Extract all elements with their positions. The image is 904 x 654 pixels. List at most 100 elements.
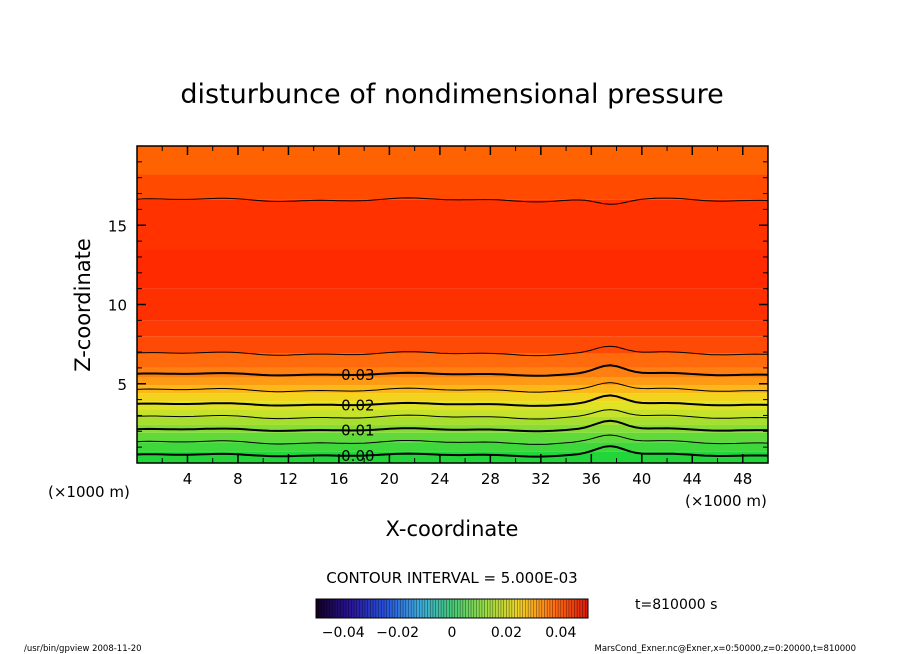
colorbar-cell bbox=[484, 599, 488, 618]
colorbar-cell bbox=[443, 599, 447, 618]
contour-label-text: 0.00 bbox=[341, 447, 374, 465]
colorbar-cell bbox=[413, 599, 418, 618]
colorbar-cell bbox=[356, 599, 360, 618]
colorbar bbox=[315, 598, 589, 619]
colorbar-tick-label: −0.02 bbox=[376, 625, 419, 641]
colorbar-cell bbox=[563, 599, 567, 618]
colorbar-cell bbox=[547, 599, 551, 618]
contour-label-text: 0.03 bbox=[341, 366, 374, 384]
colorbar-tick-label: 0.04 bbox=[545, 625, 576, 641]
contour-label: 0.02 bbox=[341, 396, 374, 414]
y-axis: 5 10 15 bbox=[108, 161, 768, 448]
colorbar-cell bbox=[582, 599, 586, 618]
colorbar-cell bbox=[495, 599, 499, 618]
contour-band bbox=[137, 288, 768, 321]
colorbar-cell bbox=[460, 599, 464, 618]
colorbar-cell bbox=[378, 599, 382, 618]
contour-line bbox=[137, 197, 768, 205]
colorbar-cell bbox=[536, 599, 540, 618]
colorbar-cell bbox=[435, 599, 439, 618]
colorbar-cell bbox=[476, 599, 480, 618]
colorbar-cell bbox=[389, 599, 393, 618]
contour-line bbox=[137, 345, 768, 357]
colorbar-cell bbox=[492, 599, 496, 618]
colorbar-cell bbox=[498, 599, 502, 618]
contour-line bbox=[137, 434, 768, 445]
colorbar-cell bbox=[351, 599, 355, 618]
colorbar-cell bbox=[416, 599, 420, 618]
x-axis: 4 8 12 16 20 24 28 32 36 40 44 48 bbox=[161, 146, 752, 488]
contour-band bbox=[137, 451, 768, 463]
contour-band bbox=[137, 385, 768, 394]
contour-line bbox=[137, 382, 768, 393]
colorbar-tick-label: 0.02 bbox=[491, 625, 522, 641]
x-tick-label: 28 bbox=[481, 470, 500, 488]
colorbar-cell bbox=[364, 599, 369, 618]
x-tick-label: 8 bbox=[233, 470, 243, 488]
y-tick-label: 10 bbox=[108, 297, 127, 315]
colorbar-cell bbox=[326, 599, 330, 618]
colorbar-cell bbox=[449, 599, 453, 618]
footer-left: /usr/bin/gpview 2008-11-20 bbox=[24, 644, 142, 654]
contour-band bbox=[137, 377, 768, 386]
contour-label-text: 0.01 bbox=[341, 422, 374, 440]
y-axis-label: Z-coordinate bbox=[71, 238, 95, 372]
colorbar-cell bbox=[566, 599, 570, 618]
colorbar-cell bbox=[462, 599, 466, 618]
colorbar-cell bbox=[411, 599, 415, 618]
y-tick-label: 5 bbox=[117, 376, 127, 394]
colorbar-cell bbox=[394, 599, 398, 618]
colorbar-cell bbox=[343, 599, 347, 618]
colorbar-cell bbox=[392, 599, 396, 618]
colorbar-cell bbox=[324, 599, 328, 618]
contour-line bbox=[137, 445, 768, 458]
colorbar-cell bbox=[468, 599, 472, 618]
colorbar-cell bbox=[539, 599, 543, 618]
contour-label-text: 0.02 bbox=[341, 396, 374, 414]
colorbar-cell bbox=[544, 599, 548, 618]
colorbar-cell bbox=[555, 599, 559, 618]
colorbar-cell bbox=[345, 599, 350, 618]
colorbar-cell bbox=[381, 599, 385, 618]
x-tick-label: 20 bbox=[380, 470, 399, 488]
colorbar-cell bbox=[577, 599, 581, 618]
colorbar-cell bbox=[432, 599, 437, 618]
colorbar-cell bbox=[375, 599, 379, 618]
contour-line bbox=[137, 394, 768, 407]
contour-band bbox=[137, 336, 768, 354]
colorbar-tick-label: −0.04 bbox=[322, 625, 365, 641]
contour-labels: 0.03 0.02 0.01 0.00 bbox=[341, 366, 374, 465]
colorbar-ticks: −0.04 −0.02 0 0.02 0.04 bbox=[322, 625, 577, 641]
x-tick-label: 44 bbox=[683, 470, 702, 488]
colorbar-cell bbox=[522, 599, 526, 618]
colorbar-cell bbox=[479, 599, 483, 618]
contour-band bbox=[137, 432, 768, 443]
colorbar-cell bbox=[367, 599, 371, 618]
contour-band bbox=[137, 320, 768, 337]
colorbar-cell bbox=[438, 599, 442, 618]
colorbar-cell bbox=[386, 599, 390, 618]
x-tick-label: 36 bbox=[582, 470, 601, 488]
colorbar-cell bbox=[558, 599, 562, 618]
contour-line bbox=[137, 409, 768, 420]
x-tick-label: 40 bbox=[632, 470, 651, 488]
x-tick-label: 4 bbox=[183, 470, 193, 488]
colorbar-cell bbox=[408, 599, 412, 618]
contour-band bbox=[137, 367, 768, 378]
colorbar-cell bbox=[506, 599, 510, 618]
colorbar-cell bbox=[457, 599, 461, 618]
contour-label: 0.00 bbox=[341, 447, 374, 465]
colorbar-cell bbox=[509, 599, 513, 618]
chart-title: disturbunce of nondimensional pressure bbox=[180, 79, 723, 110]
time-label: t=810000 s bbox=[635, 597, 717, 613]
colorbar-cell bbox=[397, 599, 401, 618]
colorbar-cell bbox=[568, 599, 573, 618]
colorbar-tick-label: 0 bbox=[448, 625, 457, 641]
colorbar-cell bbox=[419, 599, 423, 618]
colorbar-cell bbox=[560, 599, 564, 618]
colorbar-cell bbox=[321, 599, 325, 618]
x-tick-label: 48 bbox=[733, 470, 752, 488]
colorbar-cell bbox=[571, 599, 575, 618]
colorbar-cell bbox=[403, 599, 407, 618]
colorbar-cell bbox=[422, 599, 426, 618]
